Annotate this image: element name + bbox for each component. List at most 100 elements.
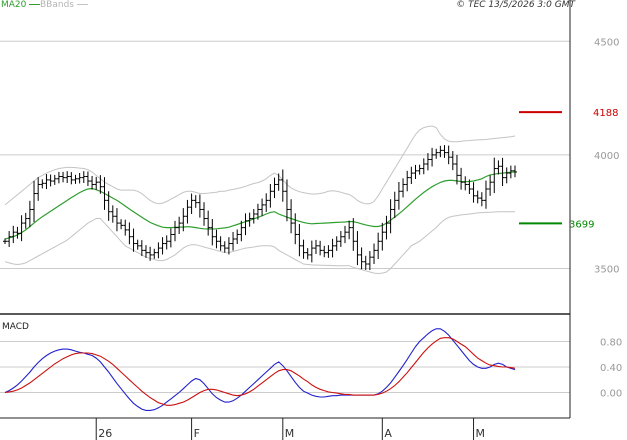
price-bar — [322, 245, 327, 258]
price-bar — [347, 220, 352, 240]
price-bar — [23, 212, 28, 229]
price-bar — [193, 195, 198, 208]
price-bar — [442, 145, 447, 158]
price-bar — [255, 203, 260, 220]
price-bar — [127, 222, 132, 245]
price-bar — [396, 181, 401, 210]
price-bar — [235, 229, 240, 244]
x-tick-label: M — [476, 427, 486, 440]
price-bar — [380, 222, 385, 251]
price-bar — [243, 213, 248, 236]
price-tick-label: 3500 — [594, 265, 619, 276]
price-bar — [450, 151, 455, 171]
price-bar — [405, 170, 410, 192]
price-bar — [102, 177, 107, 210]
price-bar — [508, 165, 513, 179]
ma20-legend-swatch — [29, 4, 41, 5]
price-bar — [326, 245, 331, 258]
price-bar — [73, 174, 78, 184]
price-bar — [69, 172, 74, 185]
macd-tick-label: 0.40 — [600, 363, 622, 374]
ma20-legend: MA20 — [1, 0, 41, 11]
price-bar — [135, 239, 140, 250]
copyright-timestamp: © TEC 13/5/2026 3:0 GMT — [456, 0, 575, 10]
price-bar — [280, 169, 285, 202]
price-bar — [181, 208, 186, 232]
ma20-legend-label: MA20 — [1, 0, 27, 10]
bbands-legend-label: BBands — [40, 0, 74, 10]
price-bar — [210, 219, 215, 246]
price-bar — [376, 232, 381, 259]
price-bar — [185, 199, 190, 224]
x-tick-label: 26 — [98, 427, 112, 440]
ma20-line — [4, 171, 516, 240]
price-tick-label: 4500 — [594, 37, 619, 48]
price-bar — [488, 175, 493, 196]
price-bar — [222, 241, 227, 253]
price-bar — [206, 210, 211, 236]
price-bar — [52, 174, 57, 185]
price-bar — [114, 208, 119, 232]
x-tick-label: A — [384, 427, 392, 440]
price-bar — [438, 145, 443, 158]
macd-panel-title: MACD — [2, 322, 29, 332]
price-bar — [131, 228, 136, 252]
price-bar — [313, 239, 318, 254]
price-bar — [56, 171, 61, 184]
price-bar — [197, 194, 202, 218]
price-bar — [48, 174, 53, 187]
price-bar — [77, 172, 82, 184]
macd-line — [4, 328, 516, 411]
price-bar — [413, 164, 418, 179]
price-bar — [268, 184, 273, 208]
price-bar — [226, 237, 231, 255]
price-tick-label: 4000 — [594, 151, 619, 162]
price-bar — [367, 251, 372, 271]
x-axis: 26 F M A M — [95, 418, 486, 440]
price-bar — [471, 182, 476, 203]
price-grid — [0, 40, 570, 270]
price-bar — [359, 247, 364, 270]
price-bar — [330, 238, 335, 258]
price-bar — [260, 198, 265, 216]
x-tick-label: F — [194, 427, 200, 440]
price-bar — [305, 248, 310, 260]
price-bar — [483, 180, 488, 209]
price-bar — [479, 192, 484, 207]
price-bar — [251, 209, 256, 224]
price-bar — [202, 202, 207, 226]
price-bar — [110, 205, 115, 223]
price-bar — [177, 216, 182, 234]
price-bar — [500, 157, 505, 187]
price-bar — [239, 220, 244, 242]
price-bar — [119, 219, 124, 230]
price-bar — [264, 193, 269, 212]
x-tick-label: M — [285, 427, 295, 440]
price-bar — [231, 231, 236, 251]
price-bar — [164, 235, 169, 250]
price-bar — [44, 174, 49, 190]
price-bar — [276, 173, 281, 191]
bbands — [4, 125, 516, 275]
price-bar — [318, 240, 323, 256]
price-bar — [475, 190, 480, 204]
price-bar — [139, 240, 144, 257]
price-bar — [32, 180, 37, 223]
price-bar — [384, 215, 389, 240]
price-bar — [61, 171, 66, 183]
price-bar — [27, 200, 32, 228]
price-bar — [338, 231, 343, 247]
macd-y-axis: 0.80 0.40 0.00 — [600, 338, 622, 400]
price-bar — [496, 160, 501, 175]
price-bar — [334, 236, 339, 251]
price-bar — [123, 219, 128, 236]
price-bar — [421, 158, 426, 175]
price-bar — [504, 167, 509, 184]
price-bar — [160, 237, 165, 255]
price-bar — [106, 191, 111, 221]
price-bar — [189, 193, 194, 214]
price-bar — [309, 240, 314, 263]
resistance-label: 4188 — [593, 108, 618, 119]
price-bar — [36, 177, 41, 201]
price-bar — [409, 166, 414, 184]
